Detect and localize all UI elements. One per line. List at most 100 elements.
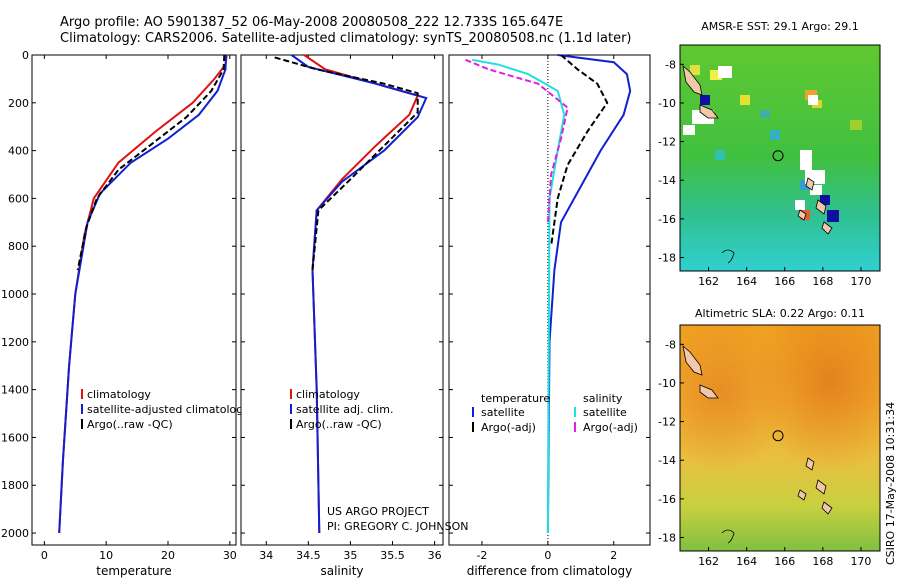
map-y-tick-label: -18	[658, 251, 676, 264]
y-tick-label: 1200	[1, 336, 29, 349]
map-x-tick-label: 164	[736, 555, 757, 568]
y-tick-label: 1000	[1, 288, 29, 301]
x-tick-label: 20	[161, 549, 175, 562]
coastline	[721, 249, 735, 264]
island-outline	[805, 457, 815, 471]
y-tick-label: 800	[8, 240, 29, 253]
island-outline	[682, 344, 703, 376]
y-tick-label: 2000	[1, 527, 29, 540]
series-line-temperature-satellite	[546, 54, 632, 534]
legend-heading: temperature	[481, 392, 550, 405]
sst-map-frame	[679, 44, 881, 272]
map-x-tick-label: 166	[774, 275, 795, 288]
legend-entry: climatology	[296, 388, 360, 401]
x-axis-label: temperature	[96, 564, 171, 578]
map-y-tick-label: -16	[658, 493, 676, 506]
map-x-tick-label: 168	[812, 555, 833, 568]
sst-no-data	[795, 200, 805, 210]
x-axis-label: difference from climatology	[467, 564, 633, 578]
x-tick-label: 0	[41, 549, 48, 562]
x-tick-label: 36	[428, 549, 442, 562]
sst-no-data	[683, 125, 695, 135]
sst-pixel-block	[800, 180, 810, 190]
argo-position-marker	[772, 430, 784, 442]
map-x-tick-label: 164	[736, 275, 757, 288]
map-x-tick-label: 170	[850, 275, 871, 288]
sst-map: AMSR-E SST: 29.1 Argo: 29.1 162 164 166 168…	[658, 20, 881, 288]
y-tick-label: 0	[22, 49, 29, 62]
legend-entry: satellite	[481, 406, 525, 419]
map-y-tick-label: -14	[658, 174, 676, 187]
island-outline	[805, 177, 815, 191]
island-outline	[797, 489, 807, 501]
series-line-temperature-argo-adj-	[550, 54, 609, 247]
y-tick-label: 1800	[1, 479, 29, 492]
legend-entry: climatology	[87, 388, 151, 401]
temperature-frame	[31, 54, 237, 546]
legend-entry: Argo(-adj)	[583, 421, 638, 434]
difference-panel: -2 0 2 difference from climatology temperatu…	[448, 54, 651, 578]
legend-entry: satellite-adjusted climatology	[87, 403, 250, 416]
sst-pixel-block	[710, 70, 722, 80]
map-y-tick-label: -12	[658, 136, 676, 149]
sst-pixel-block	[770, 130, 780, 140]
island-outline	[699, 384, 719, 399]
island-outline	[797, 209, 807, 221]
x-tick-label: 2	[610, 549, 617, 562]
map-y-tick-label: -8	[665, 338, 676, 351]
island-outline	[815, 479, 827, 495]
map-x-tick-label: 162	[698, 555, 719, 568]
sst-pixel-block	[827, 210, 839, 222]
sst-pixel-block	[740, 95, 750, 105]
map-x-tick-label: 162	[698, 275, 719, 288]
island-outline	[821, 501, 833, 515]
sst-map-title: AMSR-E SST: 29.1 Argo: 29.1	[701, 20, 859, 33]
sla-map-frame	[679, 324, 881, 552]
sla-map-title: Altimetric SLA: 0.22 Argo: 0.11	[695, 307, 865, 320]
x-tick-label: -2	[476, 549, 487, 562]
x-tick-label: 34.5	[296, 549, 321, 562]
timestamp: CSIRO 17-May-2008 10:31:34	[884, 402, 897, 565]
sst-pixel-block	[820, 195, 830, 205]
series-line-satellite-adj-clim-	[290, 54, 428, 534]
sst-field	[680, 45, 880, 271]
map-y-tick-label: -18	[658, 531, 676, 544]
x-tick-label: 30	[223, 549, 237, 562]
x-tick-label: 35.5	[380, 549, 405, 562]
sst-no-data	[718, 66, 732, 78]
y-tick-label: 1600	[1, 431, 29, 444]
map-y-tick-label: -10	[658, 377, 676, 390]
sst-pixel-block	[700, 95, 710, 105]
x-tick-label: 35	[343, 549, 357, 562]
series-line-argo-raw-qc-	[274, 56, 419, 271]
sst-pixel-block	[850, 120, 862, 130]
map-y-tick-label: -10	[658, 97, 676, 110]
island-outline	[821, 221, 833, 235]
legend-entry: satellite	[583, 406, 627, 419]
island-outline	[699, 104, 719, 119]
salinity-frame	[240, 54, 444, 546]
island-outline	[815, 199, 827, 215]
x-tick-label: 10	[99, 549, 113, 562]
map-y-tick-label: -12	[658, 416, 676, 429]
y-tick-label: 600	[8, 192, 29, 205]
sla-high-west	[680, 325, 880, 551]
legend-heading: salinity	[583, 392, 623, 405]
legend-entry: Argo(..raw -QC)	[87, 418, 173, 431]
series-line-satellite-adjusted-climatology	[58, 54, 228, 534]
salinity-panel: 34 34.5 35 35.5 36 salinity climatology satelli…	[240, 54, 444, 578]
map-y-tick-label: -16	[658, 213, 676, 226]
x-tick-label: 0	[544, 549, 551, 562]
sst-pixel-block	[690, 65, 700, 75]
sla-map: Altimetric SLA: 0.22 Argo: 0.11 162 164 16…	[658, 307, 881, 568]
map-y-tick-label: -14	[658, 454, 676, 467]
temperature-panel: 0 10 20 30 0 200 400 600 800 1000 1200 1400 1600 1800…	[1, 49, 250, 578]
sst-no-data	[800, 150, 812, 170]
header-line-2: Climatology: CARS2006. Satellite-adjuste…	[60, 31, 632, 46]
sst-patches	[682, 64, 862, 264]
sst-pixel-block	[715, 150, 725, 160]
x-axis-label: salinity	[320, 564, 363, 578]
legend-entry: satellite adj. clim.	[296, 403, 393, 416]
credit-project: US ARGO PROJECT	[327, 505, 429, 518]
